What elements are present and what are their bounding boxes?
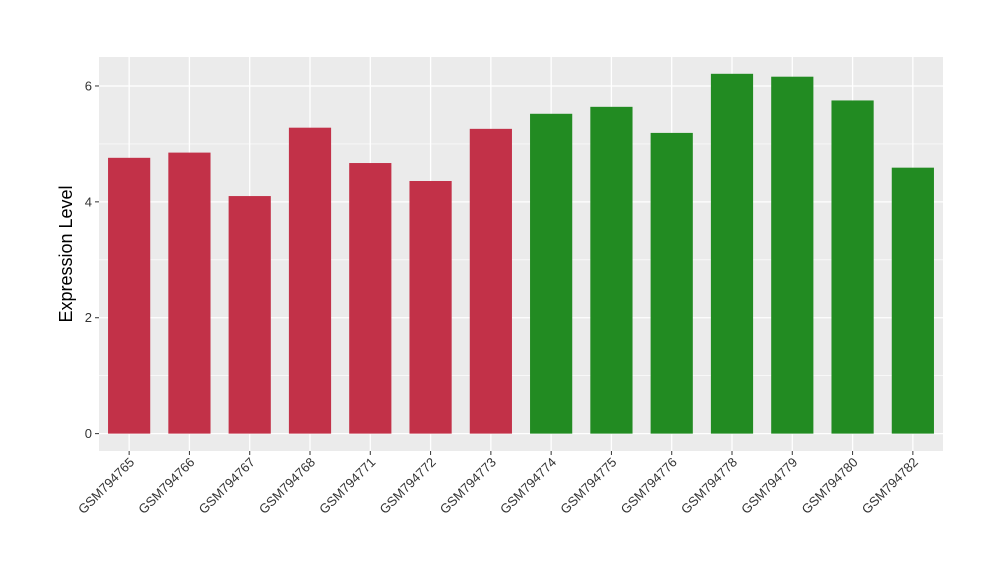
y-tick-label: 6 bbox=[85, 78, 92, 93]
x-tick-label: GSM794774 bbox=[497, 455, 559, 517]
bar-GSM794778 bbox=[710, 73, 754, 434]
bar-GSM794773 bbox=[469, 128, 512, 434]
x-tick-label: GSM794778 bbox=[678, 455, 740, 517]
y-axis: 0 2 4 6 bbox=[85, 78, 99, 441]
plot-panel bbox=[99, 57, 943, 451]
x-axis: GSM794765GSM794766GSM794767GSM794768GSM7… bbox=[75, 451, 921, 517]
x-tick-label: GSM794767 bbox=[196, 455, 258, 517]
bar-GSM794765 bbox=[108, 157, 151, 434]
bar-GSM794766 bbox=[168, 152, 211, 434]
bar-GSM794782 bbox=[891, 167, 934, 434]
x-tick-label: GSM794765 bbox=[75, 455, 137, 517]
x-tick-label: GSM794772 bbox=[376, 455, 438, 517]
y-tick-label: 2 bbox=[85, 310, 92, 325]
bars bbox=[108, 73, 934, 434]
bar-GSM794779 bbox=[771, 76, 814, 434]
y-tick-label: 0 bbox=[85, 426, 92, 441]
x-tick-label: GSM794775 bbox=[557, 455, 619, 517]
bar-GSM794776 bbox=[650, 132, 693, 434]
bar-GSM794774 bbox=[530, 113, 573, 434]
bar-GSM794775 bbox=[590, 106, 633, 434]
y-tick-label: 4 bbox=[85, 194, 92, 209]
x-tick-label: GSM794768 bbox=[256, 455, 318, 517]
x-tick-label: GSM794782 bbox=[859, 455, 921, 517]
bar-GSM794767 bbox=[228, 196, 271, 434]
y-axis-title: Expression Level bbox=[56, 185, 76, 322]
bar-GSM794768 bbox=[288, 127, 332, 434]
x-tick-label: GSM794766 bbox=[135, 455, 197, 517]
x-tick-label: GSM794779 bbox=[738, 455, 800, 517]
x-tick-label: GSM794780 bbox=[798, 455, 860, 517]
bar-GSM794780 bbox=[831, 100, 874, 434]
bar-GSM794771 bbox=[349, 163, 392, 434]
x-tick-label: GSM794776 bbox=[618, 455, 680, 517]
x-tick-label: GSM794773 bbox=[437, 455, 499, 517]
bar-GSM794772 bbox=[409, 180, 452, 434]
x-tick-label: GSM794771 bbox=[316, 455, 378, 517]
